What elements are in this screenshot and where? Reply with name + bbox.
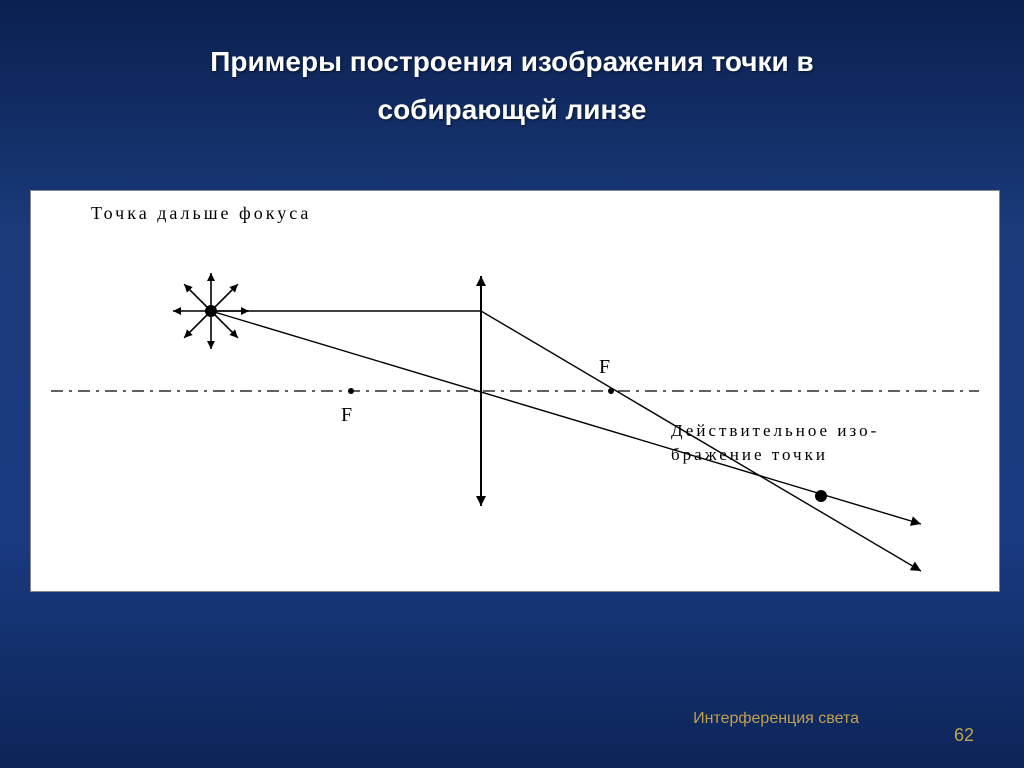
diagram-box: Точка дальше фокуса F F Действительное изо-… — [30, 190, 1000, 592]
title-line2: собирающей линзе — [0, 86, 1024, 134]
label-F-left: F — [341, 404, 352, 426]
caption-top: Точка дальше фокуса — [91, 203, 311, 223]
label-F-right: F — [599, 356, 610, 378]
lens-diagram: Точка дальше фокуса F F Действительное изо-… — [31, 191, 999, 591]
footer-label: Интерференция света — [693, 710, 859, 728]
image-point — [815, 490, 827, 502]
focus-left — [348, 388, 354, 394]
slide-title: Примеры построения изображения точки в с… — [0, 0, 1024, 133]
title-line1: Примеры построения изображения точки в — [0, 38, 1024, 86]
ray2 — [211, 311, 921, 524]
ray1-seg2 — [481, 311, 921, 571]
caption-right-2: бражение точки — [671, 445, 828, 464]
slide: Примеры построения изображения точки в с… — [0, 0, 1024, 768]
page-number: 62 — [954, 725, 974, 746]
caption-right-1: Действительное изо- — [671, 421, 879, 440]
